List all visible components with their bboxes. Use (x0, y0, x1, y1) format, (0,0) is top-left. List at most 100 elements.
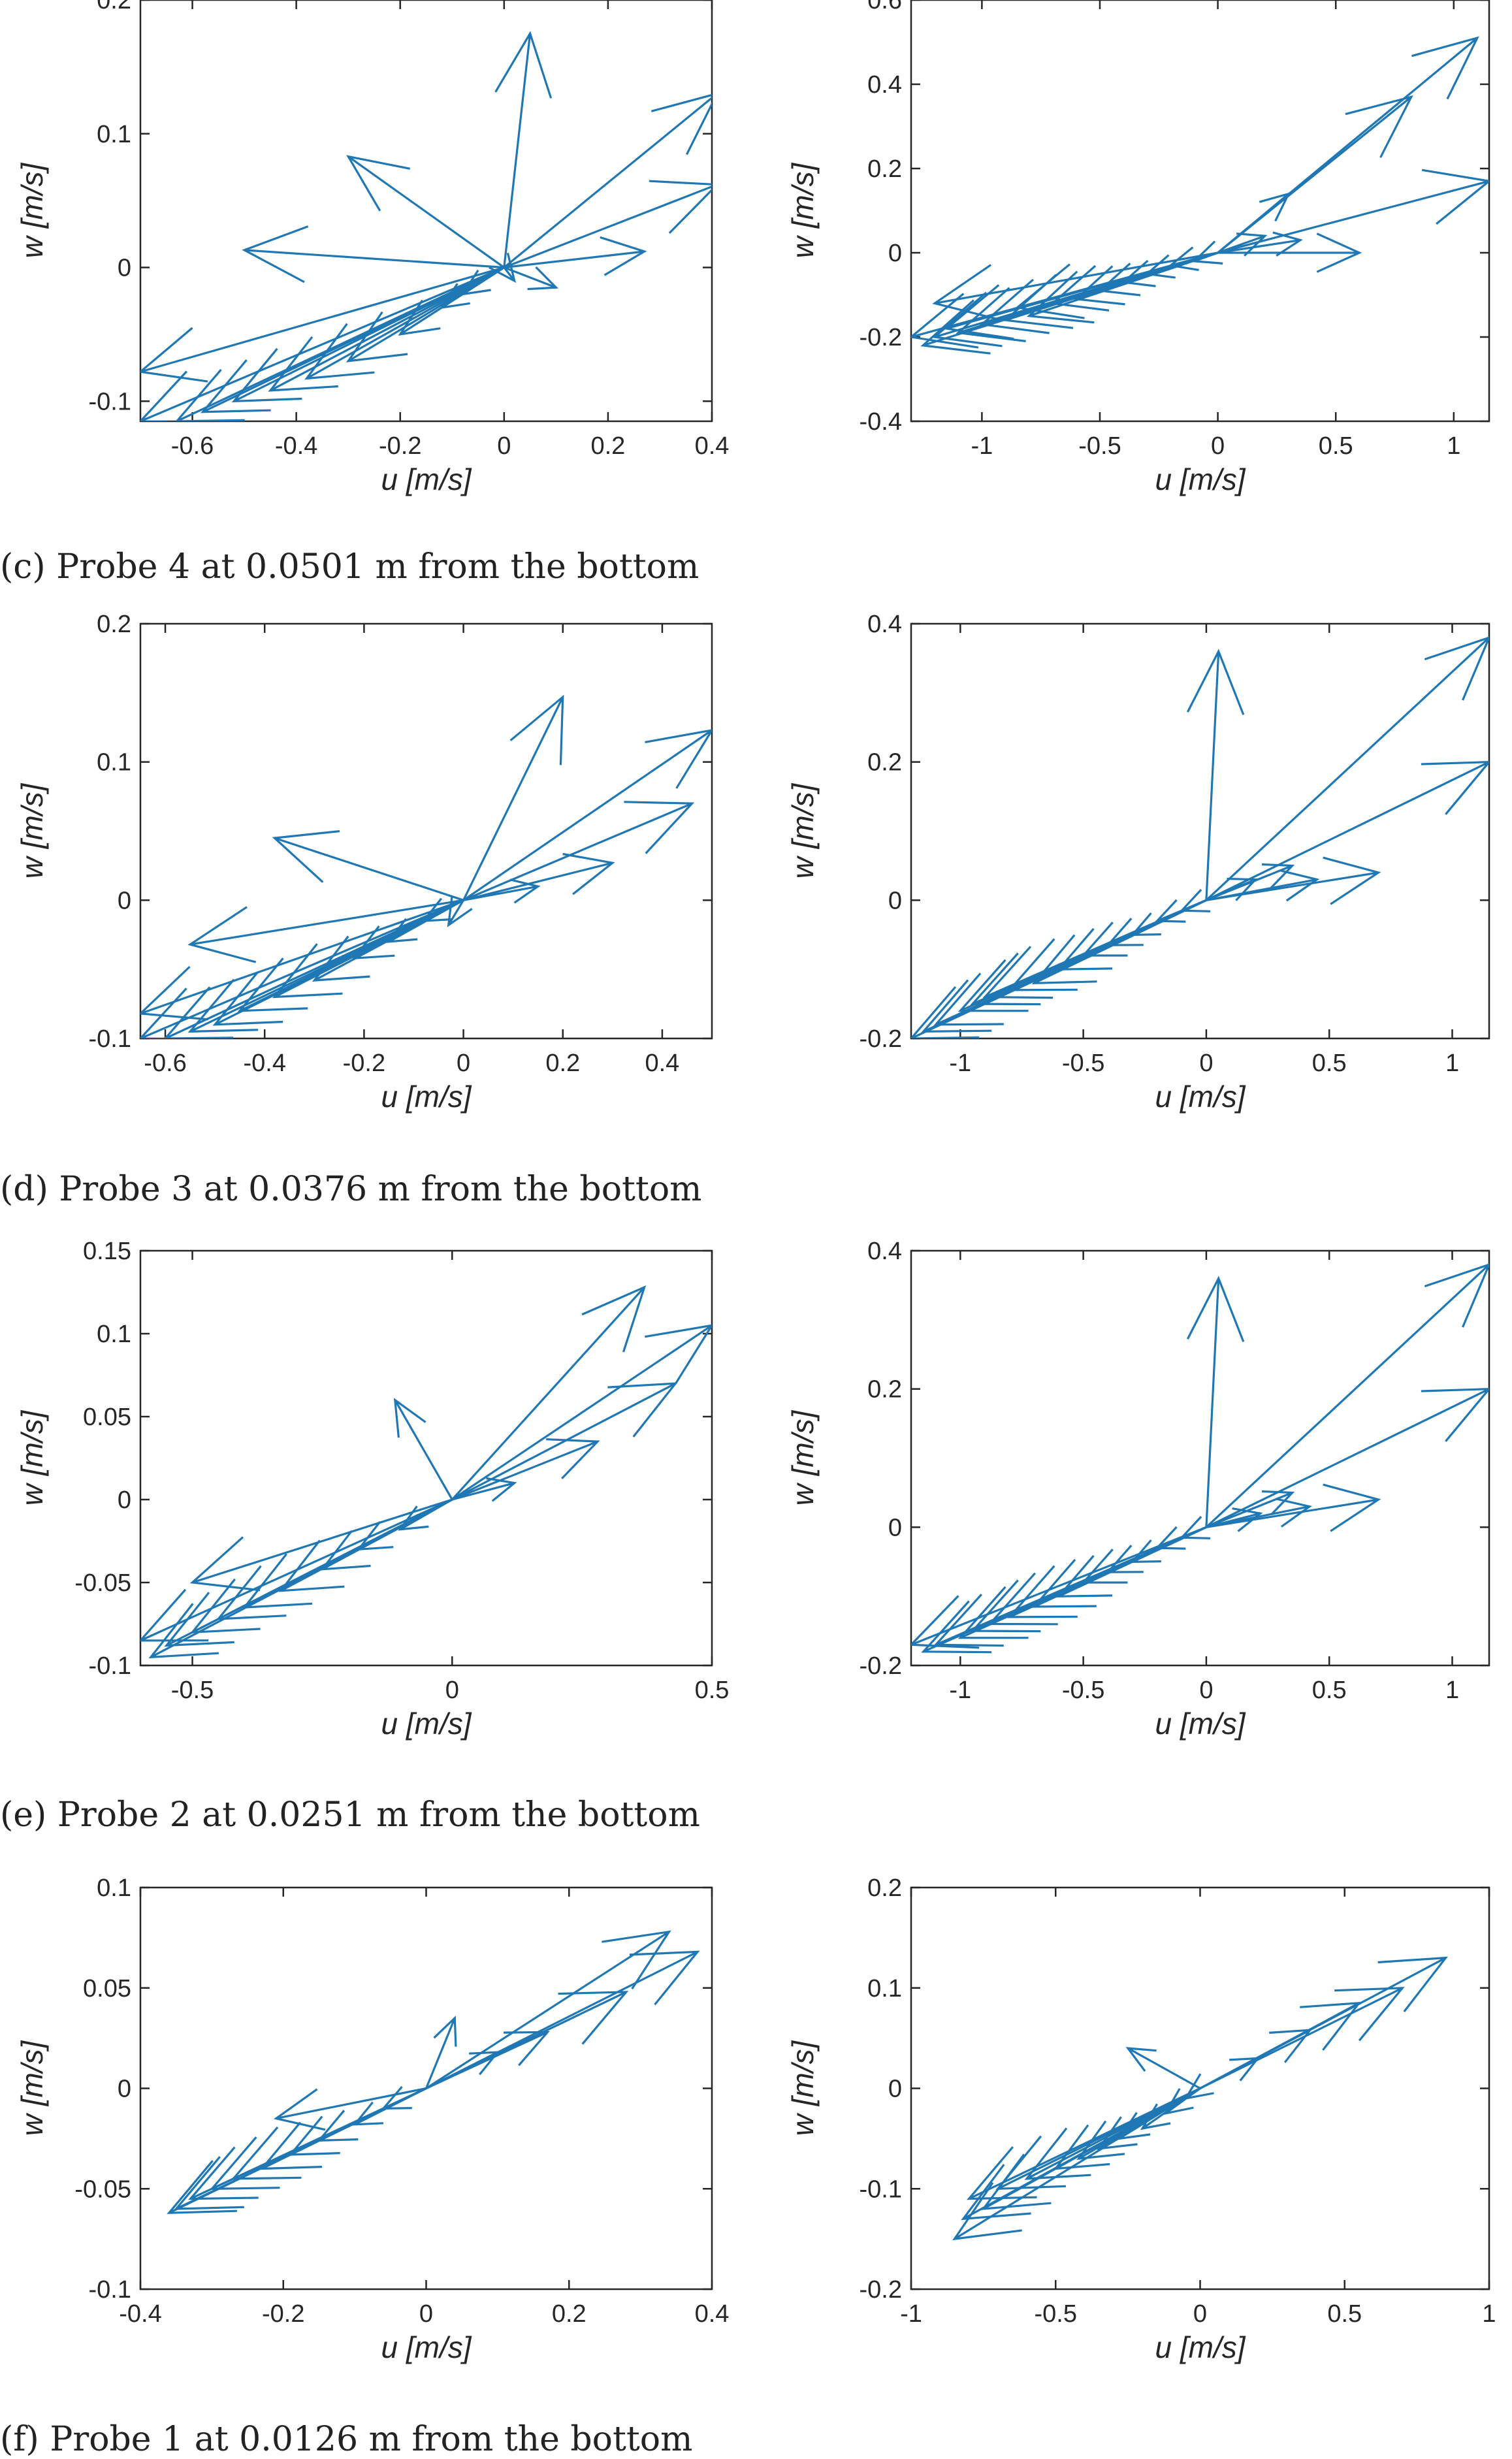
y-tick-label: 0 (118, 1487, 131, 1514)
x-tick-label: -0.4 (243, 1050, 285, 1077)
x-axis-label: u [m/s] (381, 1707, 472, 1741)
velocity-arrow (451, 1477, 517, 1502)
y-axis-label: w [m/s] (786, 162, 820, 258)
x-tick-label: -1 (900, 2300, 922, 2328)
velocity-arrow (187, 899, 464, 963)
velocity-arrow (1217, 169, 1489, 254)
velocity-arrow (1186, 1276, 1245, 1528)
velocity-arrow (1186, 649, 1245, 901)
velocity-arrow (462, 729, 712, 901)
y-tick-label: -0.2 (860, 1652, 902, 1680)
y-tick-label: 0.1 (97, 121, 131, 148)
velocity-arrow (447, 896, 473, 927)
velocity-arrow (504, 236, 647, 276)
x-tick-label: 1 (1482, 2300, 1496, 2328)
arrow-group (911, 636, 1489, 1038)
velocity-arrow (1206, 877, 1258, 901)
velocity-arrow (451, 1382, 678, 1501)
velocity-arrow (1205, 636, 1489, 901)
y-tick-label: -0.1 (860, 2176, 902, 2203)
x-tick-label: -0.4 (119, 2300, 161, 2328)
velocity-arrow (1217, 231, 1303, 257)
arrow-group (140, 31, 712, 421)
velocity-arrow (1168, 246, 1219, 271)
y-axis-label: w [m/s] (786, 782, 820, 878)
x-tick-label: -0.5 (1062, 1050, 1104, 1077)
y-axis-label: w [m/s] (15, 2040, 49, 2136)
x-tick-label: 0 (497, 432, 511, 460)
y-tick-label: 0.05 (83, 1975, 131, 2002)
plot-frame (910, 622, 1490, 1040)
velocity-arrow (398, 1498, 453, 1531)
quiver-panel-f-right: -1 -0.5 0 0.5 1 -0.2 -0.1 0 0.1 0.2 u [m/s] w [m/s] (786, 1874, 1496, 2364)
y-axis-label: w [m/s] (15, 1409, 49, 1505)
y-tick-label: 0.1 (867, 1975, 902, 2002)
velocity-arrow (462, 694, 564, 901)
y-tick-label: -0.05 (74, 2176, 131, 2203)
x-tick-label: 0.5 (1312, 1677, 1347, 1704)
velocity-arrow (425, 2051, 500, 2089)
velocity-arrow (1199, 2057, 1261, 2089)
x-tick-label: 0.2 (590, 432, 625, 460)
velocity-arrow (381, 2085, 427, 2110)
velocity-arrow (1026, 251, 1219, 324)
y-tick-label: 0.2 (867, 1874, 902, 1902)
x-tick-label: -0.6 (171, 432, 214, 460)
y-tick-label: 0.1 (97, 1874, 131, 1902)
velocity-arrow (1206, 1483, 1381, 1532)
y-axis-label: w [m/s] (786, 2040, 820, 2136)
y-tick-label: -0.05 (74, 1569, 131, 1597)
velocity-arrow (1217, 233, 1362, 273)
y-tick-label: 0 (888, 887, 902, 914)
x-tick-label: 0.4 (695, 2300, 730, 2328)
y-tick-label: 0.2 (97, 611, 131, 638)
x-tick-label: 0 (445, 1677, 459, 1704)
y-tick-label: 0.4 (867, 1238, 902, 1265)
y-tick-label: 0.2 (867, 749, 902, 777)
quiver-panel-e-right: -1 -0.5 0 0.5 1 -0.2 0 0.2 0.4 u [m/s] w [m/s] (786, 1238, 1490, 1741)
x-tick-label: 0.5 (1319, 432, 1353, 460)
y-tick-label: -0.2 (860, 1025, 902, 1053)
velocity-arrow (451, 1438, 600, 1501)
plot-frame (910, 1249, 1490, 1667)
y-tick-label: 0 (118, 2076, 131, 2103)
velocity-arrow (1217, 192, 1291, 254)
x-axis-label: u [m/s] (1155, 2330, 1246, 2364)
velocity-arrow (425, 1930, 671, 2089)
x-tick-label: 1 (1447, 432, 1460, 460)
y-tick-label: -0.1 (89, 1652, 131, 1680)
x-tick-label: 0.5 (1327, 2300, 1362, 2328)
y-tick-label: -0.2 (860, 2276, 902, 2304)
velocity-arrow (1183, 2073, 1214, 2100)
x-tick-label: -0.5 (171, 1677, 214, 1704)
y-tick-label: 0.4 (867, 71, 902, 99)
arrow-group (952, 1956, 1449, 2241)
x-tick-label: 0.2 (552, 2300, 587, 2328)
x-tick-label: 1 (1445, 1050, 1459, 1077)
velocity-arrow (189, 1498, 453, 1592)
x-tick-label: 0.4 (645, 1050, 679, 1077)
y-tick-label: 0 (888, 2076, 902, 2103)
y-axis-label: w [m/s] (15, 782, 49, 878)
plot-frame (139, 1249, 713, 1667)
x-tick-label: -0.5 (1078, 432, 1121, 460)
y-tick-label: -0.2 (860, 324, 902, 351)
x-tick-label: 0 (1211, 432, 1225, 460)
x-axis-label: u [m/s] (381, 1080, 472, 1114)
velocity-arrow (932, 251, 1218, 321)
velocity-arrow (140, 266, 505, 383)
y-tick-label: 0 (888, 1514, 902, 1541)
velocity-arrow (1191, 240, 1223, 265)
caption-c: (c) Probe 4 at 0.0501 m from the bottom (0, 547, 699, 587)
y-tick-label: 0 (118, 887, 131, 914)
velocity-arrow (272, 830, 464, 901)
velocity-arrow (140, 266, 505, 421)
velocity-arrow (1206, 1388, 1489, 1528)
arrow-group (911, 36, 1489, 355)
velocity-arrow (1179, 1516, 1211, 1539)
velocity-arrow (268, 266, 505, 392)
y-tick-label: 0 (888, 240, 902, 267)
y-tick-label: -0.1 (89, 388, 131, 415)
plot-frame (139, 622, 713, 1040)
x-axis-label: u [m/s] (381, 2330, 472, 2364)
